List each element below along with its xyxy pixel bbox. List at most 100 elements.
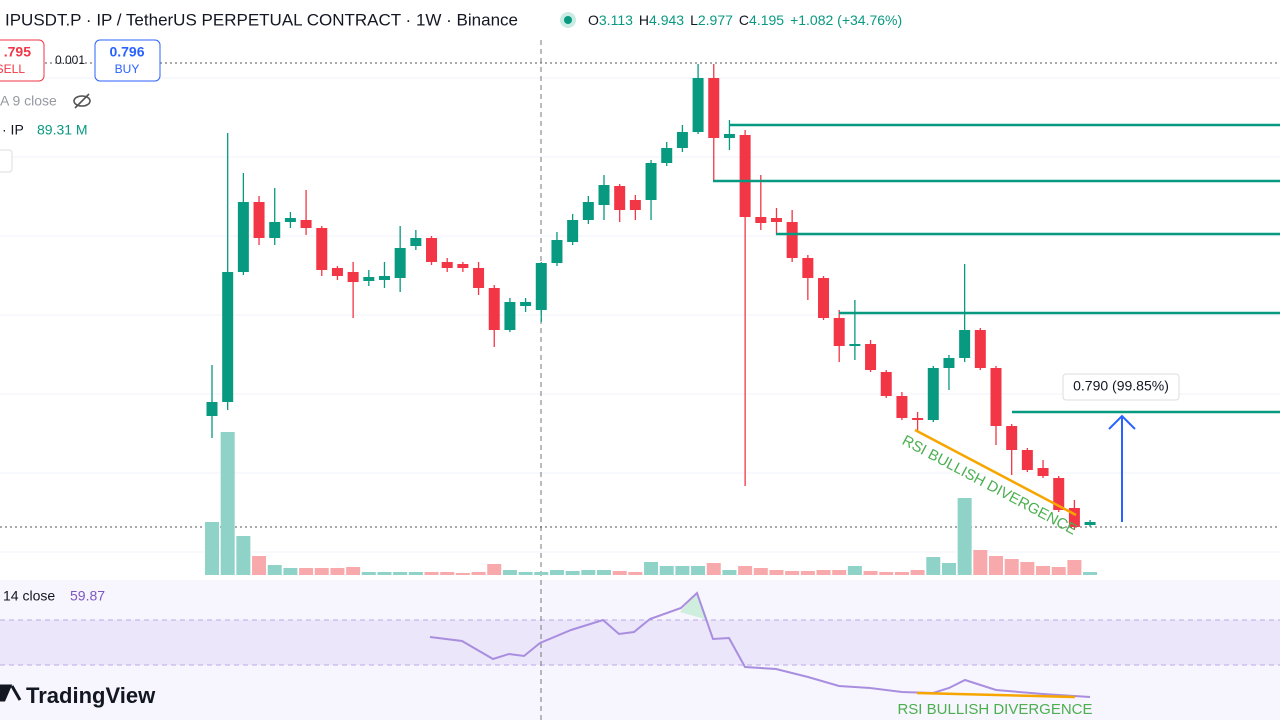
volume-bar [1083, 572, 1098, 575]
candle-body [551, 240, 563, 263]
volume-bar [330, 568, 345, 575]
candle-body [222, 272, 234, 402]
rsi-fill [680, 593, 708, 620]
candle-body [880, 372, 892, 396]
candle-body [284, 218, 296, 222]
volume-bar [722, 570, 737, 575]
volume-bar [424, 572, 439, 575]
volume-bar [1004, 559, 1019, 575]
high: 4.943 [649, 12, 684, 28]
volume-bar [691, 566, 706, 575]
volume-bar [628, 572, 643, 575]
candle-body [410, 238, 422, 246]
volume-bar [299, 568, 314, 575]
candle-body [1053, 478, 1065, 510]
volume-value: 89.31 M [37, 122, 88, 138]
volume-bar [440, 572, 455, 575]
candle-body [488, 288, 500, 330]
h-label: H [639, 12, 649, 28]
volume-bar [455, 573, 470, 575]
candle-body [645, 163, 657, 200]
buy-button[interactable] [94, 39, 161, 82]
candle-body [378, 276, 390, 280]
volume-bar [1020, 562, 1035, 575]
candle-body [457, 264, 469, 268]
candle-body [598, 185, 610, 205]
candle-body [676, 132, 688, 148]
candle-body [300, 220, 312, 228]
volume-name: · IP [2, 122, 24, 138]
c-label: C [739, 12, 749, 28]
rsi-divergence-label: RSI BULLISH DIVERGENCE [897, 701, 1092, 718]
volume-bar [502, 570, 517, 575]
volume-bar [941, 563, 956, 575]
l-label: L [690, 12, 698, 28]
volume-bar [644, 562, 659, 575]
o-label: O [588, 12, 599, 28]
volume-bar [785, 571, 800, 575]
symbol: IPUSDT.P · IP / TetherUS PERPETUAL CONTR… [5, 10, 518, 29]
rsi-name: 14 close [3, 588, 55, 604]
candle-body [567, 220, 579, 242]
volume-bar [659, 566, 674, 575]
hide-icon[interactable] [73, 93, 91, 109]
candles [206, 64, 1096, 530]
volume-bar [518, 572, 533, 575]
volume-bar [1036, 566, 1051, 575]
candle-body [363, 277, 375, 281]
volume-bar [1051, 567, 1066, 575]
rsi-divergence [916, 691, 1076, 699]
volume-bar [346, 567, 361, 575]
candle-body [770, 218, 782, 222]
candle-body [723, 134, 735, 138]
buy-price: 0.796 [109, 44, 144, 60]
rsi-value: 59.87 [70, 588, 105, 604]
collapse[interactable] [0, 149, 13, 173]
candle-body [347, 272, 359, 282]
candle-body [394, 248, 406, 278]
divergence-line [914, 428, 1077, 517]
volume-bar [283, 568, 298, 575]
volume-bar [973, 550, 988, 575]
candle-body [504, 302, 516, 330]
volume-bar [236, 536, 251, 575]
candle-body [253, 202, 265, 238]
volume-bar [377, 572, 392, 575]
volume-bar [267, 565, 282, 575]
candle-body [206, 402, 218, 416]
volume-bar [361, 572, 376, 575]
candle-body [1037, 468, 1049, 476]
candle-body [708, 78, 720, 138]
volume-bar [926, 557, 941, 575]
candle-body [755, 217, 767, 223]
volume-bar [612, 571, 627, 575]
rsi-line [429, 591, 1091, 698]
sell-price: .795 [4, 44, 31, 60]
volume-bar [894, 572, 909, 575]
volume-bar [675, 566, 690, 575]
measure-box [1062, 373, 1180, 401]
volume-bar [989, 556, 1003, 575]
candle-body [629, 200, 641, 210]
low: 2.977 [698, 12, 733, 28]
candle-body [426, 238, 438, 262]
volume-bar [769, 570, 784, 575]
volume-bar [220, 432, 235, 575]
volume-bar [581, 570, 596, 575]
volume-bar [252, 556, 267, 575]
close: 4.195 [749, 12, 784, 28]
sell-button[interactable] [0, 39, 45, 82]
candle-body [1006, 426, 1018, 450]
candle-body [912, 418, 924, 420]
arrow-head [1108, 414, 1136, 430]
volume-bar [565, 571, 580, 575]
volume-bar [1067, 560, 1082, 575]
candle-body [269, 222, 281, 238]
candle-body [849, 344, 861, 346]
candle-body [316, 228, 328, 270]
candle-body [473, 268, 485, 288]
candle-body [1084, 522, 1096, 525]
levels [713, 123, 1280, 414]
spread: 0.001 [55, 53, 85, 67]
candle-body [692, 78, 704, 132]
